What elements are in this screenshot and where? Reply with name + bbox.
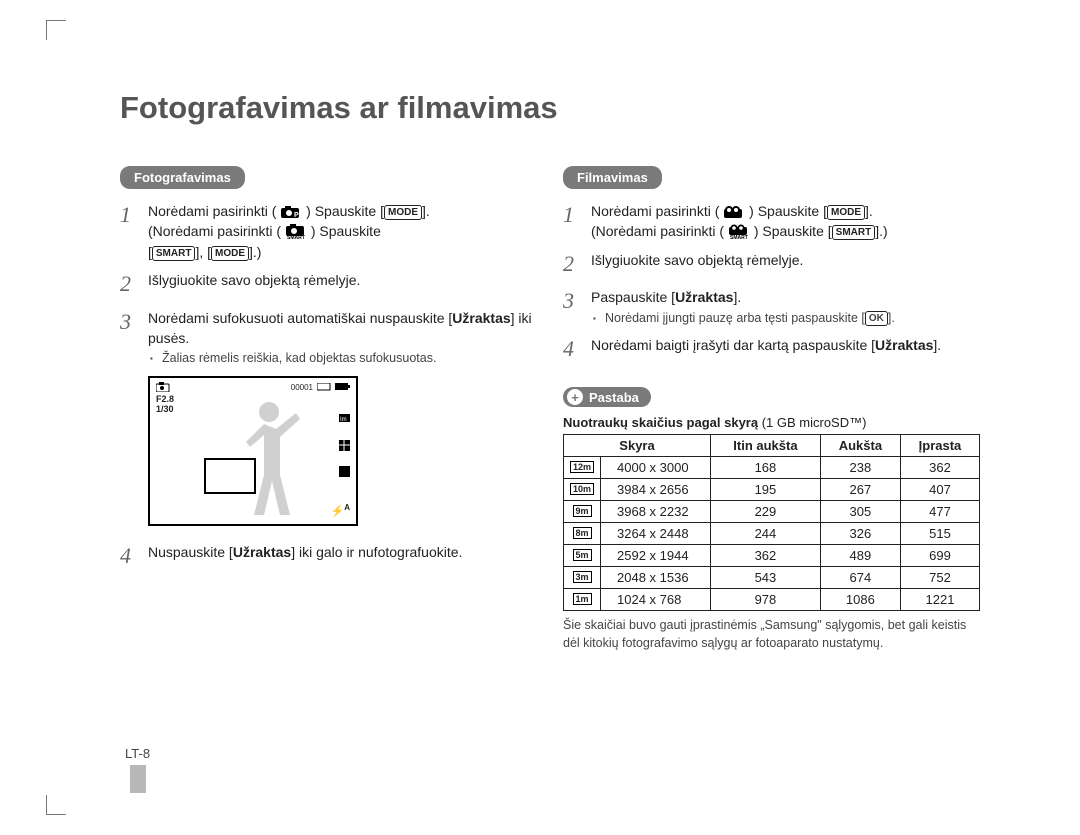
photo-step-2: 2 Išlygiuokite savo objektą rėmelyje. <box>120 268 537 300</box>
sd-icon <box>317 383 331 391</box>
video-step-4: 4 Norėdami baigti įrašyti dar kartą pasp… <box>563 333 980 365</box>
count-high: 543 <box>711 567 821 589</box>
col-auksta: Aukšta <box>820 435 900 457</box>
res-icon: 1m <box>564 589 601 611</box>
count-mid: 489 <box>820 545 900 567</box>
table-row: 1m1024 x 76897810861221 <box>564 589 980 611</box>
table-row: 5m2592 x 1944362489699 <box>564 545 980 567</box>
res-value: 3264 x 2448 <box>601 523 711 545</box>
col-itin: Itin aukšta <box>711 435 821 457</box>
page-title: Fotografavimas ar filmavimas <box>120 90 980 126</box>
video-step-2: 2 Išlygiuokite savo objektą rėmelyje. <box>563 248 980 280</box>
table-title: Nuotraukų skaičius pagal skyrą (1 GB mic… <box>563 415 980 430</box>
count-mid: 305 <box>820 501 900 523</box>
ok-button-label: OK <box>865 311 888 326</box>
count-norm: 362 <box>900 457 979 479</box>
res-icon: 12m <box>564 457 601 479</box>
grid-icon <box>339 440 351 452</box>
video-step-1: 1 Norėdami pasirinkti ( ) Spauskite [MOD… <box>563 199 980 242</box>
count-high: 229 <box>711 501 821 523</box>
lcd-preview: F2.8 1/30 00001 Im ⚡A <box>148 376 358 526</box>
count-norm: 699 <box>900 545 979 567</box>
count-norm: 1221 <box>900 589 979 611</box>
svg-text:P: P <box>294 212 299 219</box>
size-icon: Im <box>339 414 351 426</box>
count-high: 195 <box>711 479 821 501</box>
smart-button-label: SMART <box>832 225 876 240</box>
video-icon <box>723 205 745 219</box>
res-icon: 3m <box>564 567 601 589</box>
count-norm: 515 <box>900 523 979 545</box>
camera-mode-icon <box>156 382 170 392</box>
col-iprasta: Įprasta <box>900 435 979 457</box>
photo-step-1: 1 Norėdami pasirinkti ( P ) Spauskite [M… <box>120 199 537 262</box>
res-icon: 10m <box>564 479 601 501</box>
res-value: 4000 x 3000 <box>601 457 711 479</box>
camera-p-icon: P <box>280 205 302 219</box>
lcd-counter: 00001 <box>291 383 313 392</box>
svg-text:SMART: SMART <box>287 235 305 239</box>
count-high: 168 <box>711 457 821 479</box>
count-mid: 326 <box>820 523 900 545</box>
page-number: LT-8 <box>125 746 150 793</box>
res-icon: 9m <box>564 501 601 523</box>
photo-step-3: 3 Norėdami sufokusuoti automatiškai nusp… <box>120 306 537 368</box>
res-value: 1024 x 768 <box>601 589 711 611</box>
smart-button-label: SMART <box>152 246 196 261</box>
res-icon: 8m <box>564 523 601 545</box>
video-step-3: 3 Paspauskite [Užraktas]. Norėdami įjung… <box>563 285 980 327</box>
count-high: 244 <box>711 523 821 545</box>
table-row: 12m4000 x 3000168238362 <box>564 457 980 479</box>
table-row: 9m3968 x 2232229305477 <box>564 501 980 523</box>
photo-step-4: 4 Nuspauskite [Užraktas] iki galo ir nuf… <box>120 540 537 572</box>
focus-rect <box>204 458 256 494</box>
smart-video-icon: SMART <box>728 223 750 239</box>
resolution-table: Skyra Itin aukšta Aukšta Įprasta 12m4000… <box>563 434 980 611</box>
video-heading: Filmavimas <box>563 166 662 189</box>
mode-button-label-2: MODE <box>211 246 249 261</box>
photo-column: Fotografavimas 1 Norėdami pasirinkti ( P… <box>120 166 537 652</box>
count-mid: 267 <box>820 479 900 501</box>
battery-icon <box>335 383 351 391</box>
count-mid: 674 <box>820 567 900 589</box>
note-heading: + Pastaba <box>563 387 651 407</box>
photo-heading: Fotografavimas <box>120 166 245 189</box>
res-value: 3968 x 2232 <box>601 501 711 523</box>
page: Fotografavimas ar filmavimas Fotografavi… <box>60 0 1020 835</box>
res-icon: 5m <box>564 545 601 567</box>
flash-auto-icon: ⚡A <box>331 503 350 518</box>
video-step-3-note: Norėdami įjungti pauzę arba tęsti paspau… <box>605 310 980 328</box>
mode-button-label: MODE <box>827 205 865 220</box>
svg-text:Im: Im <box>340 417 347 423</box>
res-value: 2592 x 1944 <box>601 545 711 567</box>
smart-camera-icon: SMART <box>285 223 307 239</box>
count-high: 978 <box>711 589 821 611</box>
count-norm: 477 <box>900 501 979 523</box>
mode-icon <box>339 466 351 478</box>
plus-icon: + <box>567 389 583 405</box>
video-column: Filmavimas 1 Norėdami pasirinkti ( ) Spa… <box>563 166 980 652</box>
person-silhouette <box>224 392 314 516</box>
count-mid: 238 <box>820 457 900 479</box>
res-value: 2048 x 1536 <box>601 567 711 589</box>
count-norm: 752 <box>900 567 979 589</box>
count-mid: 1086 <box>820 589 900 611</box>
count-norm: 407 <box>900 479 979 501</box>
photo-step-3-note: Žalias rėmelis reiškia, kad objektas suf… <box>162 350 537 368</box>
col-skyra: Skyra <box>564 435 711 457</box>
mode-button-label: MODE <box>384 205 422 220</box>
count-high: 362 <box>711 545 821 567</box>
table-row: 3m2048 x 1536543674752 <box>564 567 980 589</box>
svg-text:SMART: SMART <box>730 235 748 239</box>
table-row: 10m3984 x 2656195267407 <box>564 479 980 501</box>
table-row: 8m3264 x 2448244326515 <box>564 523 980 545</box>
res-value: 3984 x 2656 <box>601 479 711 501</box>
table-footnote: Šie skaičiai buvo gauti įprastinėmis „Sa… <box>563 617 980 652</box>
